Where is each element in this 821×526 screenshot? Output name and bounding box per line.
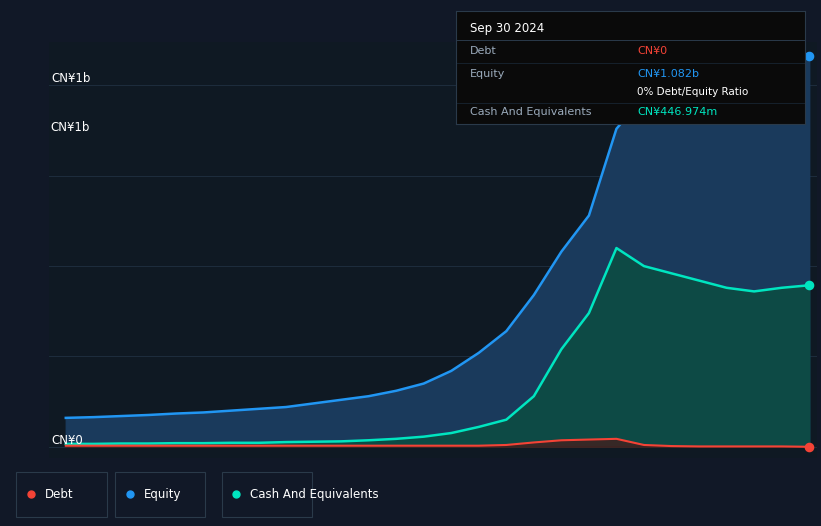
Text: Equity: Equity	[144, 488, 181, 501]
Point	[803, 281, 816, 289]
Point	[803, 442, 816, 451]
Text: Debt: Debt	[45, 488, 74, 501]
Text: CN¥0: CN¥0	[52, 434, 83, 447]
Text: Equity: Equity	[470, 69, 505, 79]
Text: CN¥446.974m: CN¥446.974m	[637, 107, 718, 117]
Text: CN¥1b: CN¥1b	[52, 73, 91, 85]
Text: CN¥0: CN¥0	[637, 46, 667, 56]
Text: Debt: Debt	[470, 46, 497, 56]
Text: Cash And Equivalents: Cash And Equivalents	[470, 107, 591, 117]
Text: 0% Debt/Equity Ratio: 0% Debt/Equity Ratio	[637, 87, 749, 97]
Text: CN¥1.082b: CN¥1.082b	[637, 69, 699, 79]
Text: CN¥1b: CN¥1b	[51, 121, 90, 134]
Text: Sep 30 2024: Sep 30 2024	[470, 22, 544, 35]
Point	[803, 52, 816, 60]
Text: Cash And Equivalents: Cash And Equivalents	[250, 488, 379, 501]
